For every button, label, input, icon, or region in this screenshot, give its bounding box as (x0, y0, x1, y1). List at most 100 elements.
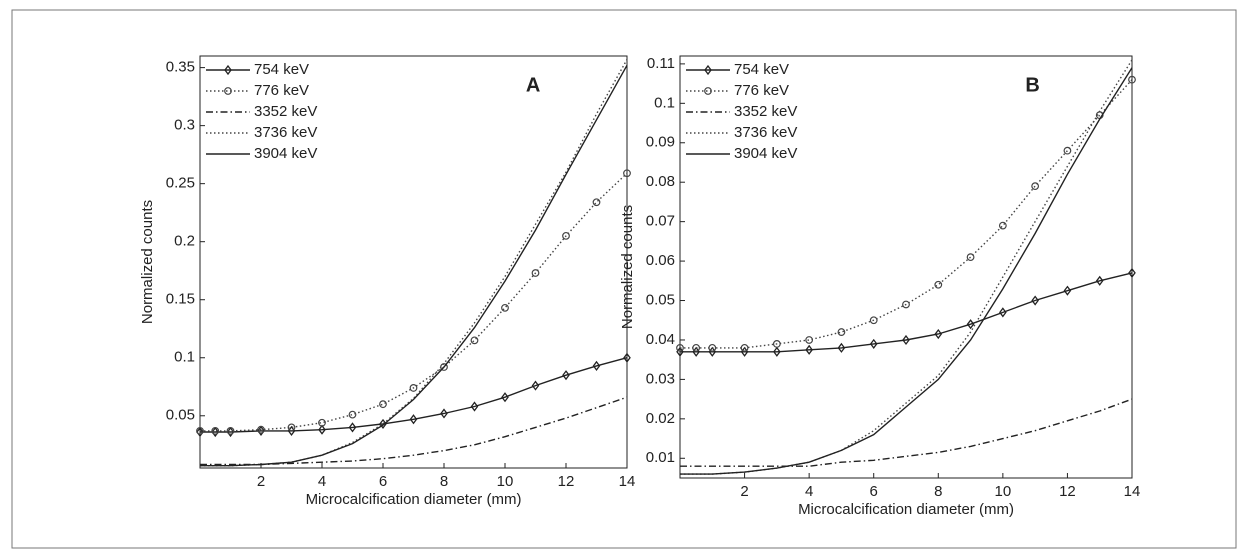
legend-label: 754 keV (254, 61, 309, 78)
circle-marker (805, 336, 814, 344)
x-tick-label: 12 (1059, 483, 1076, 500)
diamond-marker (592, 360, 601, 371)
legend-label: 776 keV (734, 82, 789, 99)
circle-marker (1031, 182, 1040, 191)
x-axis-label: Microcalcification diameter (mm) (798, 501, 1014, 518)
y-tick-label: 0.06 (646, 252, 675, 269)
x-tick-label: 10 (995, 483, 1012, 500)
legend-marker (704, 64, 712, 76)
panel-label: B (1025, 74, 1039, 96)
y-tick-label: 0.09 (646, 134, 675, 151)
diamond-marker (1128, 267, 1136, 278)
y-tick-label: 0.05 (166, 407, 195, 424)
series-line (680, 67, 1133, 475)
legend-label: 3352 keV (734, 103, 797, 120)
diamond-marker (623, 352, 631, 363)
diamond-marker (902, 334, 910, 346)
legend-label: 3904 keV (734, 145, 797, 162)
diamond-marker (966, 319, 975, 330)
y-tick-label: 0.15 (166, 291, 195, 308)
y-tick-label: 0.03 (646, 370, 675, 387)
circle-marker (196, 426, 204, 435)
panel-label: A (526, 74, 540, 96)
y-axis-label: Normalized counts (139, 200, 156, 324)
series-line (680, 79, 1133, 349)
legend-label: 776 keV (254, 82, 309, 99)
diamond-marker (409, 414, 418, 425)
circle-marker (1128, 75, 1136, 84)
circle-marker (348, 410, 357, 419)
x-tick-label: 14 (619, 473, 636, 490)
diamond-marker (531, 380, 540, 391)
circle-marker (837, 328, 846, 336)
diamond-marker (348, 422, 357, 433)
diamond-marker (501, 392, 509, 403)
circle-marker (772, 340, 781, 348)
circle-marker (708, 343, 717, 352)
legend-marker (224, 64, 232, 76)
circle-marker (211, 426, 220, 435)
x-tick-label: 8 (440, 473, 448, 490)
circle-marker (562, 231, 570, 240)
circle-marker (998, 221, 1007, 230)
circle-marker (623, 169, 631, 178)
circle-marker (257, 425, 265, 434)
x-tick-label: 6 (870, 483, 878, 500)
y-tick-label: 0.04 (646, 331, 675, 348)
diamond-marker (562, 370, 570, 381)
circle-marker (470, 336, 479, 345)
series-line (200, 357, 628, 433)
series-line (200, 64, 628, 467)
diamond-marker (470, 401, 479, 412)
diamond-marker (934, 328, 943, 340)
x-tick-label: 12 (558, 473, 575, 490)
y-tick-label: 0.3 (174, 117, 195, 134)
circle-marker (501, 303, 509, 312)
circle-marker (676, 343, 684, 352)
diamond-marker (999, 307, 1007, 318)
circle-marker (692, 343, 701, 352)
diamond-marker (318, 424, 326, 435)
series-line (200, 172, 628, 432)
circle-marker (318, 418, 326, 427)
diamond-marker (1031, 295, 1039, 306)
y-tick-label: 0.02 (646, 410, 675, 427)
diamond-marker (196, 426, 204, 438)
y-tick-label: 0.05 (646, 291, 675, 308)
circle-marker (592, 198, 601, 207)
diamond-marker (837, 342, 846, 353)
x-tick-label: 10 (497, 473, 514, 490)
diamond-marker (773, 346, 781, 357)
diamond-marker (1063, 285, 1072, 296)
circle-marker (869, 316, 878, 325)
legend-label: 3904 keV (254, 145, 317, 162)
circle-marker (740, 343, 749, 352)
y-tick-label: 0.25 (166, 175, 195, 192)
legend-label: 754 keV (734, 61, 789, 78)
y-tick-label: 0.35 (166, 59, 195, 76)
diamond-marker (440, 408, 448, 419)
circle-marker (226, 426, 235, 435)
legend-marker (704, 87, 712, 95)
x-tick-label: 6 (379, 473, 387, 490)
x-tick-label: 4 (805, 483, 813, 500)
diamond-marker (869, 338, 878, 349)
chart-panel: 2 4 6 8 10 12 14 0.01 0.02 0.03 0.04 0.05 0.06 0.07 0.… (619, 55, 1140, 518)
x-tick-label: 2 (740, 483, 748, 500)
x-tick-label: 14 (1124, 483, 1141, 500)
y-tick-label: 0.07 (646, 213, 675, 230)
legend-label: 3352 keV (254, 103, 317, 120)
y-tick-label: 0.01 (646, 449, 675, 466)
chart-panel: 2 4 6 8 10 12 14 0.05 0.1 0.15 0.2 0.25 0.3 0.35 Micro… (139, 55, 636, 508)
legend-label: 3736 keV (734, 124, 797, 141)
x-tick-label: 8 (934, 483, 942, 500)
x-axis-label: Microcalcification diameter (mm) (306, 491, 522, 508)
y-tick-label: 0.1 (174, 349, 195, 366)
y-tick-label: 0.08 (646, 173, 675, 190)
legend-marker (224, 87, 232, 95)
circle-marker (1063, 146, 1072, 155)
y-tick-label: 0.1 (654, 94, 675, 111)
circle-marker (287, 423, 296, 432)
x-tick-label: 4 (318, 473, 326, 490)
